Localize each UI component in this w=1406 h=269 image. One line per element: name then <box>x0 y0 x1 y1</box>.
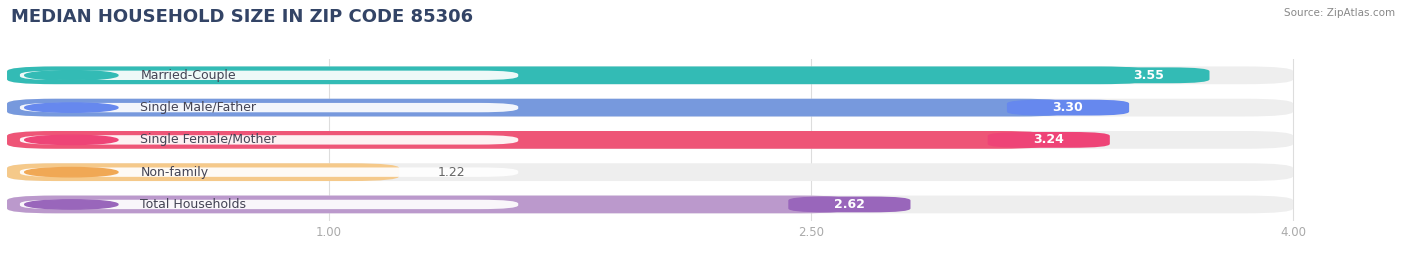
FancyBboxPatch shape <box>7 66 1294 84</box>
Text: 1.22: 1.22 <box>437 166 465 179</box>
Text: Total Households: Total Households <box>141 198 246 211</box>
FancyBboxPatch shape <box>7 131 1294 149</box>
FancyBboxPatch shape <box>7 99 1069 116</box>
Text: MEDIAN HOUSEHOLD SIZE IN ZIP CODE 85306: MEDIAN HOUSEHOLD SIZE IN ZIP CODE 85306 <box>11 8 474 26</box>
FancyBboxPatch shape <box>7 131 1049 149</box>
FancyBboxPatch shape <box>20 135 519 144</box>
Circle shape <box>25 168 118 177</box>
Text: 3.30: 3.30 <box>1053 101 1084 114</box>
Text: Married-Couple: Married-Couple <box>141 69 236 82</box>
FancyBboxPatch shape <box>7 163 1294 181</box>
Text: Single Male/Father: Single Male/Father <box>141 101 256 114</box>
FancyBboxPatch shape <box>1087 68 1209 83</box>
FancyBboxPatch shape <box>20 168 519 177</box>
Text: 3.24: 3.24 <box>1033 133 1064 146</box>
Text: Single Female/Mother: Single Female/Mother <box>141 133 277 146</box>
FancyBboxPatch shape <box>987 132 1109 148</box>
FancyBboxPatch shape <box>20 200 519 209</box>
Text: Non-family: Non-family <box>141 166 208 179</box>
FancyBboxPatch shape <box>7 99 1294 116</box>
FancyBboxPatch shape <box>20 71 519 80</box>
FancyBboxPatch shape <box>7 66 1149 84</box>
FancyBboxPatch shape <box>20 103 519 112</box>
Text: Source: ZipAtlas.com: Source: ZipAtlas.com <box>1284 8 1395 18</box>
Text: 2.62: 2.62 <box>834 198 865 211</box>
FancyBboxPatch shape <box>1007 100 1129 115</box>
Circle shape <box>25 103 118 112</box>
FancyBboxPatch shape <box>7 163 399 181</box>
Text: 3.55: 3.55 <box>1133 69 1164 82</box>
Circle shape <box>25 200 118 209</box>
FancyBboxPatch shape <box>7 196 1294 213</box>
Circle shape <box>25 135 118 144</box>
FancyBboxPatch shape <box>7 196 849 213</box>
Circle shape <box>25 71 118 80</box>
FancyBboxPatch shape <box>789 197 911 212</box>
